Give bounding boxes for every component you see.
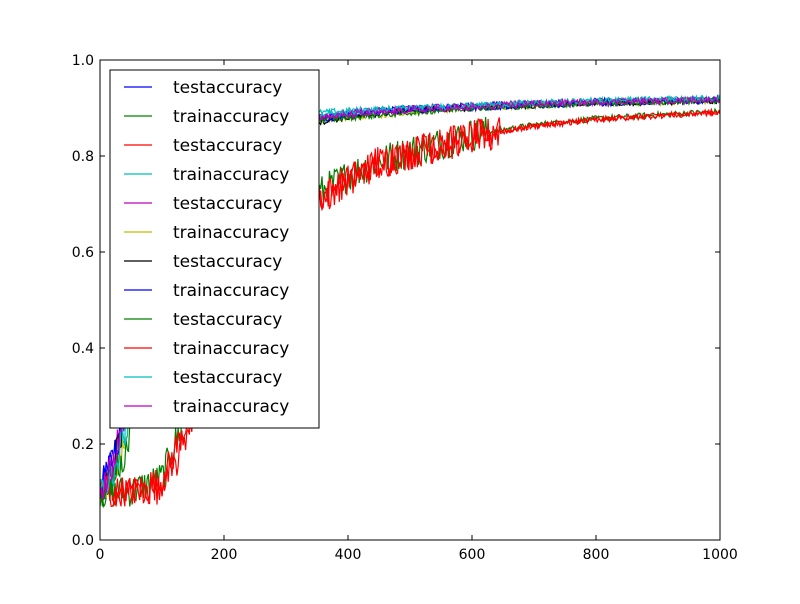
legend-label: trainaccuracy xyxy=(173,339,289,359)
y-tick-label: 0.0 xyxy=(72,533,94,549)
x-tick-label: 400 xyxy=(335,547,362,563)
x-tick-label: 0 xyxy=(96,547,105,563)
x-tick-label: 1000 xyxy=(702,547,738,563)
x-tick-label: 200 xyxy=(211,547,238,563)
legend-label: testaccuracy xyxy=(173,252,282,272)
legend-label: trainaccuracy xyxy=(173,165,289,185)
x-tick-label: 600 xyxy=(459,547,486,563)
y-tick-label: 0.4 xyxy=(72,341,94,357)
legend-label: trainaccuracy xyxy=(173,397,289,417)
legend-label: trainaccuracy xyxy=(173,107,289,127)
x-tick-label: 800 xyxy=(583,547,610,563)
legend: testaccuracy trainaccuracy testaccuracy tra… xyxy=(109,69,320,429)
y-tick-label: 1.0 xyxy=(72,53,94,69)
legend-label: testaccuracy xyxy=(173,78,282,98)
legend-label: testaccuracy xyxy=(173,368,282,388)
legend-label: trainaccuracy xyxy=(173,223,289,243)
y-tick-label: 0.6 xyxy=(72,245,94,261)
plot-frame xyxy=(99,59,721,541)
legend-label: testaccuracy xyxy=(173,136,282,156)
axis-layer: 0 200 400 600 800 1000 0.0 0.2 0.4 0.6 0.8 1.0 xyxy=(72,53,738,563)
legend-label: testaccuracy xyxy=(173,194,282,214)
y-tick-label: 0.2 xyxy=(72,437,94,453)
y-tick-label: 0.8 xyxy=(72,149,94,165)
legend-box xyxy=(109,69,320,429)
legend-label: trainaccuracy xyxy=(173,281,289,301)
legend-label: testaccuracy xyxy=(173,310,282,330)
